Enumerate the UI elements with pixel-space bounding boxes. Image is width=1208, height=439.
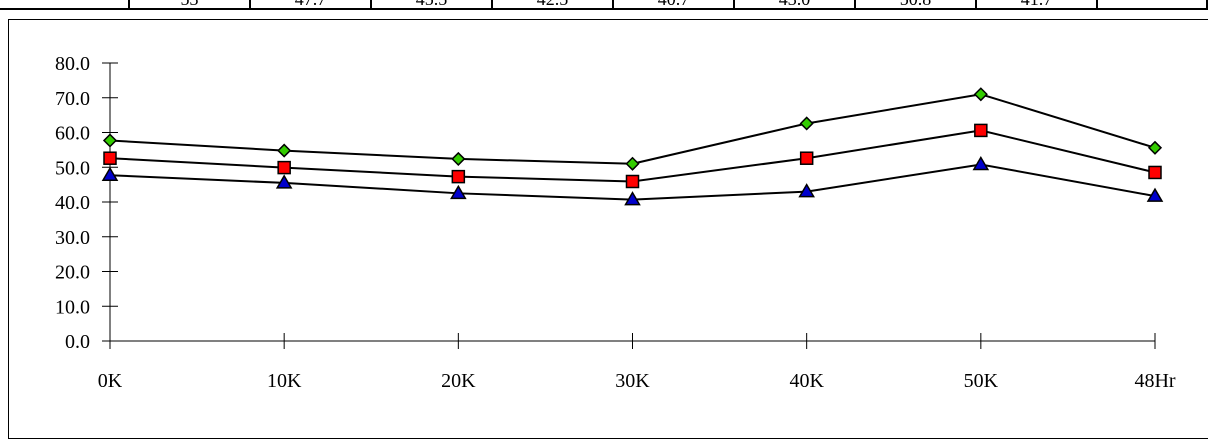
table-cell: 45.5: [372, 0, 493, 10]
data-point-triangle: [972, 155, 990, 171]
data-point-diamond: [102, 133, 118, 148]
data-point-triangle: [798, 183, 815, 198]
table-cell: [1098, 0, 1208, 10]
y-tick-label: 10.0: [55, 296, 90, 318]
data-point-triangle: [275, 174, 293, 189]
table-cell: 43.0: [735, 0, 856, 10]
x-tick-label: 0K: [98, 370, 123, 392]
data-table-strip: 53 47.7 45.5 42.5 40.7 43.0 50.8 41.7: [0, 0, 1208, 14]
table-cell: 47.7: [251, 0, 372, 10]
series-line: [109, 129, 1156, 183]
y-tick-label: 30.0: [55, 227, 90, 249]
x-tick-label: 50K: [964, 370, 999, 392]
y-tick-label: 50.0: [55, 157, 90, 179]
data-point-diamond: [451, 151, 466, 166]
x-tick-label: 40K: [789, 370, 824, 392]
data-point-square: [799, 151, 814, 165]
y-tick-label: 40.0: [55, 192, 90, 214]
y-tick-label: 80.0: [55, 53, 90, 75]
table-cell: 50.8: [856, 0, 977, 10]
y-tick-label: 0.0: [65, 331, 90, 353]
data-point-square: [1148, 165, 1162, 180]
table-cell: 42.5: [493, 0, 614, 10]
data-point-square: [103, 151, 117, 165]
data-point-diamond: [799, 116, 814, 131]
x-tick-label: 10K: [267, 370, 302, 392]
data-point-triangle: [101, 166, 119, 181]
data-point-diamond: [277, 143, 292, 158]
data-point-square: [625, 174, 640, 189]
data-point-square: [277, 160, 291, 175]
data-point-triangle: [450, 184, 467, 200]
data-point-triangle: [1146, 187, 1164, 202]
data-point-diamond: [625, 156, 640, 171]
table-cell: [0, 0, 130, 10]
data-point-diamond: [1147, 140, 1163, 155]
data-point-square: [974, 123, 988, 138]
data-point-triangle: [624, 191, 641, 206]
y-tick-label: 20.0: [55, 262, 90, 284]
y-tick-label: 60.0: [55, 123, 90, 145]
x-tick-label: 30K: [615, 370, 650, 392]
data-point-diamond: [973, 87, 988, 102]
series-line: [109, 93, 1156, 165]
y-tick-label: 70.0: [55, 88, 90, 110]
x-tick-label: 48Hr: [1134, 370, 1175, 392]
table-cell: 41.7: [977, 0, 1098, 10]
table-cell: 40.7: [614, 0, 735, 10]
table-cell: 53: [130, 0, 251, 10]
x-tick-label: 20K: [441, 370, 476, 392]
line-chart: 0.0 10.0 20.0 30.0 40.0 50.0 60.0 70.0 80.0 0K 10K…: [55, 53, 1176, 392]
data-point-square: [451, 169, 466, 184]
